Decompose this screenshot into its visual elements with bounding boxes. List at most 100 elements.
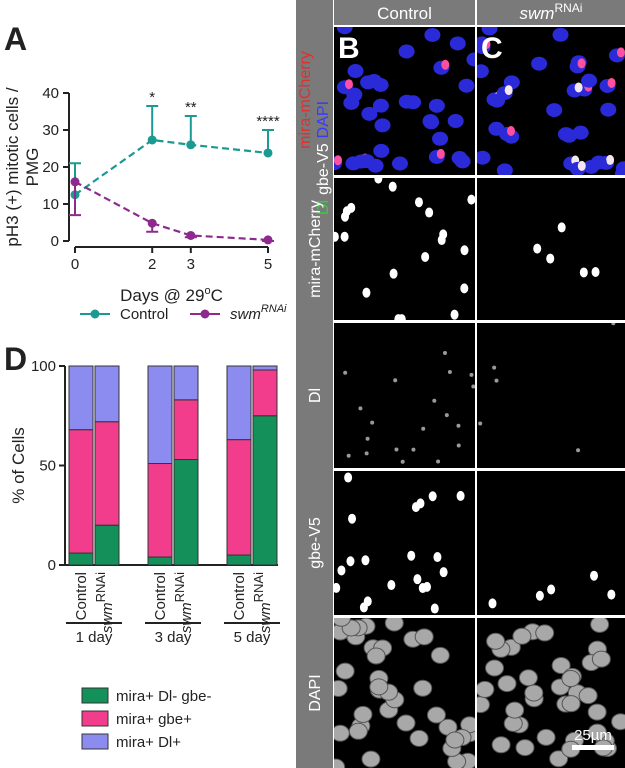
cell: [441, 59, 450, 70]
speckle: [411, 447, 416, 452]
nucleus: [536, 728, 556, 746]
nucleus: [477, 680, 495, 698]
text-part: o: [204, 285, 210, 297]
error-bar: [69, 181, 81, 217]
text-part: RNAi: [172, 572, 187, 602]
legend-swatch: [81, 733, 109, 750]
nucleus: [346, 87, 363, 102]
bar-segment: [68, 552, 94, 566]
nucleus: [590, 155, 607, 170]
bar-segment: [173, 365, 199, 401]
x-axis-label: Days @ 29oC: [120, 285, 223, 305]
text-part: swm: [520, 4, 555, 23]
nucleus: [591, 650, 611, 668]
x-tick-label: Control: [152, 572, 169, 620]
cell: [334, 155, 343, 166]
cells: [334, 472, 465, 614]
text-part: swm: [230, 306, 261, 323]
speckle: [456, 443, 461, 448]
series-line: [74, 180, 269, 241]
nucleus: [546, 103, 563, 118]
cell: [340, 231, 349, 242]
micrograph: [334, 27, 475, 175]
cell: [433, 552, 442, 563]
bar-segment: [94, 365, 120, 423]
nucleus: [426, 706, 446, 724]
nucleus: [477, 150, 491, 165]
y-axis-label: % of Cells: [9, 427, 28, 504]
nucleus: [447, 113, 464, 128]
micrograph: [477, 471, 625, 615]
cells: [478, 323, 616, 453]
cell: [421, 251, 430, 262]
cell: [374, 178, 383, 184]
nucleus: [549, 750, 569, 768]
speckle: [444, 413, 449, 418]
cell: [616, 47, 625, 58]
data-point: [186, 230, 196, 240]
speckle: [436, 459, 441, 464]
row-label: Dl: [307, 388, 324, 403]
bar-segment: [94, 524, 120, 566]
nucleus: [477, 64, 489, 79]
nucleus: [505, 701, 525, 719]
text-part: Control: [73, 572, 90, 620]
cells: [488, 570, 616, 609]
micrograph: [477, 178, 625, 320]
speckle: [421, 426, 426, 431]
bar-segment: [252, 369, 278, 417]
nucleus: [432, 131, 449, 146]
text-part: RNAi: [251, 572, 266, 602]
nucleus: [334, 679, 348, 697]
text-part: DAPI: [315, 101, 332, 138]
cell: [450, 309, 459, 320]
legend-label: swmRNAi: [230, 303, 287, 323]
nucleus: [391, 156, 408, 171]
cell: [456, 490, 465, 501]
speckle: [343, 370, 348, 375]
cells: [343, 351, 475, 464]
cell: [460, 283, 469, 294]
speckle: [469, 372, 474, 377]
cell: [606, 154, 615, 165]
x-tick-label: 5: [264, 256, 272, 273]
cell: [425, 207, 434, 218]
nucleus: [485, 659, 505, 677]
cell: [577, 58, 586, 69]
series-line: [74, 138, 269, 196]
nucleus: [409, 729, 429, 747]
speckle: [432, 398, 437, 403]
cell: [411, 502, 420, 513]
nucleus: [481, 27, 498, 36]
nucleus: [497, 675, 517, 693]
speckle: [400, 459, 405, 464]
column-header-bg: [477, 0, 625, 25]
cell: [533, 243, 542, 254]
nucleus: [551, 656, 571, 674]
x-tick-label: Control: [73, 572, 90, 620]
column-header: Control: [377, 4, 432, 23]
y-tick-label: 100: [31, 358, 56, 375]
nucleus: [347, 64, 364, 79]
cell: [436, 148, 445, 159]
cell: [348, 513, 357, 524]
bar-segment: [252, 415, 278, 566]
scale-bar: [572, 745, 614, 750]
legend-marker: [200, 309, 210, 319]
nucleus: [491, 736, 511, 754]
nucleus: [369, 678, 389, 696]
speckle: [447, 370, 452, 375]
cell: [607, 77, 616, 88]
cell: [428, 491, 437, 502]
nucleus: [374, 118, 391, 133]
speckle: [393, 378, 398, 383]
cell: [607, 589, 616, 600]
cell: [397, 314, 406, 320]
legend-swatch: [81, 710, 109, 727]
cells: [477, 27, 625, 175]
bar-segment: [226, 365, 252, 441]
bar-segment: [226, 554, 252, 566]
cells: [334, 27, 475, 173]
nucleus: [486, 632, 506, 650]
